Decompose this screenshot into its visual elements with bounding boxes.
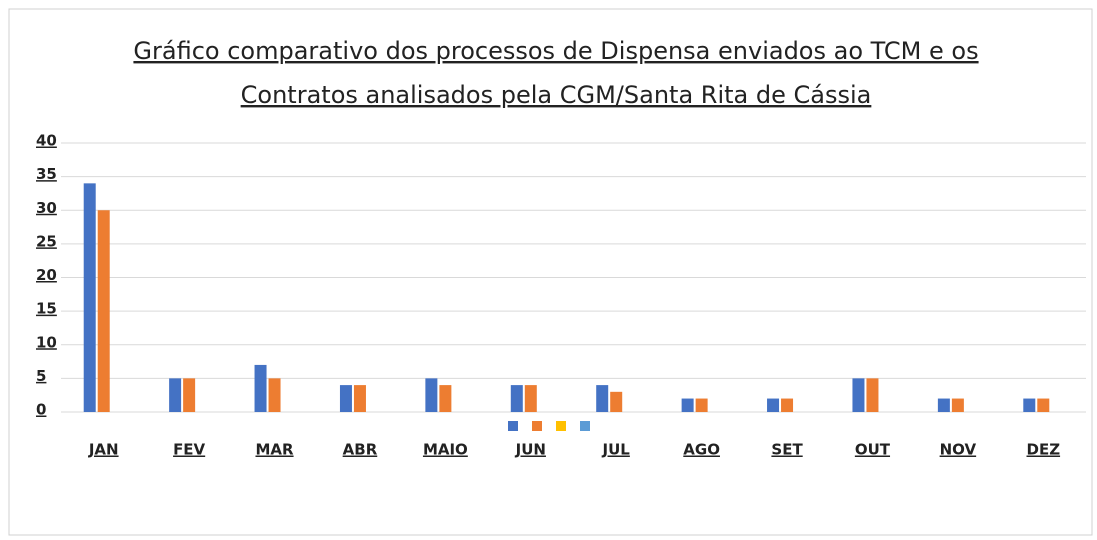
bar [1023,398,1036,412]
x-tick-label: SET [771,441,803,459]
bar [524,385,537,412]
bar [510,385,523,412]
chart-title: Gráfico comparativo dos processos de Dis… [133,37,978,65]
bar [937,398,950,412]
bar [695,398,708,412]
bar [339,385,352,412]
bar [183,378,196,412]
x-tick-label: DEZ [1027,441,1061,459]
y-tick-label: 35 [36,165,57,183]
bar [681,398,694,412]
bar [254,364,267,412]
y-tick-label: 0 [36,401,46,419]
y-tick-label: 30 [36,199,57,217]
y-tick-label: 20 [36,266,57,284]
bar [781,398,794,412]
y-tick-label: 25 [36,232,57,250]
legend-swatch [580,421,590,431]
legend-swatch [508,421,518,431]
x-tick-label: MAR [255,441,294,459]
x-tick-label: JUN [515,441,546,459]
bar [268,378,281,412]
bar [596,385,609,412]
bar [425,378,438,412]
bar [353,385,366,412]
x-tick-label: JUL [602,441,631,459]
legend-swatch [532,421,542,431]
bar [767,398,780,412]
chart-title: Contratos analisados pela CGM/Santa Rita… [241,81,872,109]
y-tick-label: 5 [36,367,46,385]
x-tick-label: JAN [88,441,119,459]
y-tick-label: 10 [36,333,57,351]
y-tick-label: 15 [36,300,57,318]
bar [83,183,96,412]
x-tick-label: ABR [343,441,378,459]
bar [97,210,110,412]
bar [1037,398,1050,412]
legend-swatch [556,421,566,431]
bar [866,378,879,412]
y-tick-label: 40 [36,132,57,150]
bar [610,391,623,412]
chart-frame [8,8,1093,536]
bar [169,378,182,412]
bar [951,398,964,412]
x-tick-label: NOV [940,441,977,459]
x-tick-label: FEV [173,441,205,459]
x-tick-label: MAIO [423,441,468,459]
x-tick-label: OUT [855,441,891,459]
bar [439,385,452,412]
x-tick-label: AGO [683,441,720,459]
bar [852,378,865,412]
